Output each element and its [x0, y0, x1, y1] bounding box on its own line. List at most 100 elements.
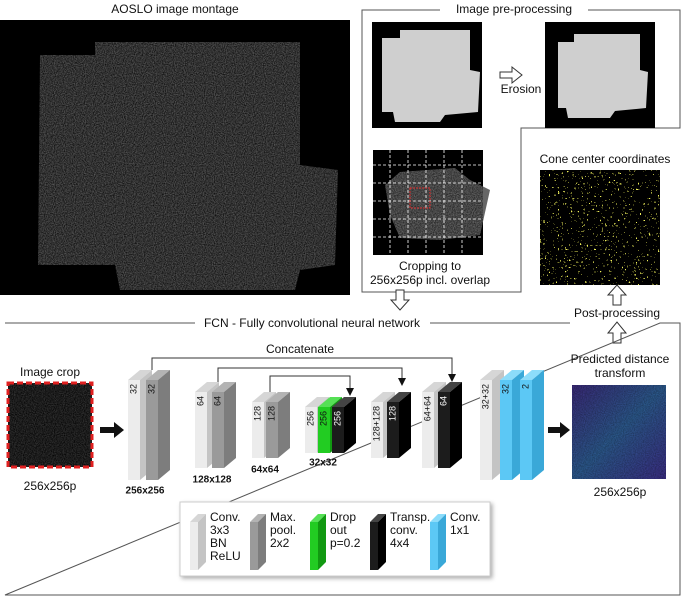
montage-texture [38, 42, 338, 290]
layer-label: 32+32 [480, 384, 490, 409]
skip-connection [217, 367, 403, 382]
legend-label: Conv. [210, 510, 240, 524]
concatenate-label: Concatenate [266, 342, 334, 356]
layer-label: 256 [318, 411, 328, 426]
resolution-label: 128x128 [193, 475, 232, 486]
layer-label: 2 [520, 384, 530, 389]
cropping-label: Cropping to [399, 259, 461, 273]
layer-face [438, 392, 450, 468]
layer-face [430, 522, 438, 570]
layer-face [500, 380, 512, 480]
layer-face [128, 380, 140, 480]
layer-label: 64+64 [422, 396, 432, 421]
layer-face [250, 522, 258, 570]
layer-top [190, 514, 206, 522]
layer-face [318, 407, 330, 453]
layer-face [387, 402, 399, 458]
layer-top [266, 392, 290, 402]
layer-face [310, 522, 318, 570]
arrow-right [499, 65, 523, 85]
legend-label: p=0.2 [330, 536, 361, 550]
layer-label: 32 [146, 384, 156, 394]
layer-face [212, 392, 224, 468]
layer-face [305, 407, 317, 453]
mask-shape [382, 30, 480, 122]
layer-face [480, 380, 492, 480]
legend-label: 1x1 [450, 523, 470, 537]
layer-face [252, 402, 264, 458]
arrowhead [346, 388, 354, 396]
crop-grid [373, 150, 483, 255]
arrow-up [606, 321, 628, 344]
layer-face [332, 407, 344, 453]
layer-top [128, 370, 152, 380]
layer-label: 32 [128, 384, 138, 394]
output-texture [572, 385, 666, 479]
cropping-label: 256x256p incl. overlap [370, 273, 490, 287]
layer-top [500, 370, 524, 380]
layer-top [212, 382, 236, 392]
layer-side [399, 392, 411, 458]
crop-texture [385, 168, 483, 240]
legend-label: pool. [270, 523, 296, 537]
layer-top [146, 370, 170, 380]
layer-side [258, 514, 266, 570]
resolution-label: 64x64 [251, 465, 279, 476]
legend: Conv.3x3BNReLUMax.pool.2x2Dropoutp=0.2Tr… [190, 510, 480, 570]
layer-side [532, 370, 544, 480]
layer-top [318, 397, 342, 407]
preprocessing-title: Image pre-processing [456, 2, 572, 16]
legend-label: ReLU [210, 549, 241, 563]
resolution-label: 32x32 [309, 458, 337, 469]
layer-label: 128+128 [371, 406, 381, 441]
fcn-title: FCN - Fully convolutional neural network [204, 316, 421, 330]
postprocessing-label: Post-processing [574, 306, 660, 320]
input-texture [8, 383, 92, 467]
arrow-up [606, 284, 628, 306]
layer-top [195, 382, 219, 392]
layer-face [422, 392, 434, 468]
layer-face [371, 402, 383, 458]
layer-side [438, 514, 446, 570]
output-title: Predicted distance [571, 352, 670, 366]
legend-label: Max. [270, 510, 296, 524]
layer-top [387, 392, 411, 402]
input-title: Image crop [20, 365, 80, 379]
layer-label: 64 [212, 396, 222, 406]
legend-label: 3x3 [210, 523, 230, 537]
layer-side [378, 514, 386, 570]
layer-side [198, 514, 206, 570]
legend-label: 2x2 [270, 536, 290, 550]
layer-label: 32 [500, 384, 510, 394]
legend-label: BN [210, 536, 227, 550]
layer-top [480, 370, 504, 380]
arrowhead [398, 378, 406, 386]
cone-title: Cone center coordinates [540, 152, 671, 166]
layer-label: 128 [252, 406, 262, 421]
layer-face [370, 522, 378, 570]
layer-face [520, 380, 532, 480]
cone-dots [540, 170, 660, 285]
output-title: transform [595, 366, 646, 380]
arrow-in [100, 422, 124, 438]
layer-top [310, 514, 326, 522]
input-border [6, 381, 94, 469]
layer-top [370, 514, 386, 522]
layer-label: 256 [332, 411, 342, 426]
layer-top [438, 382, 462, 392]
layer-side [278, 392, 290, 458]
layer-label: 256 [305, 411, 315, 426]
arrow-down [389, 289, 411, 311]
layer-face [146, 380, 158, 480]
layer-side [344, 397, 356, 453]
title-bg [440, 3, 588, 17]
montage-title: AOSLO image montage [111, 2, 239, 16]
erosion-label: Erosion [501, 82, 542, 96]
skip-connection [269, 375, 351, 392]
layer-top [305, 397, 329, 407]
layer-top [371, 392, 395, 402]
layer-face [195, 392, 207, 468]
layer-label: 64 [195, 396, 205, 406]
